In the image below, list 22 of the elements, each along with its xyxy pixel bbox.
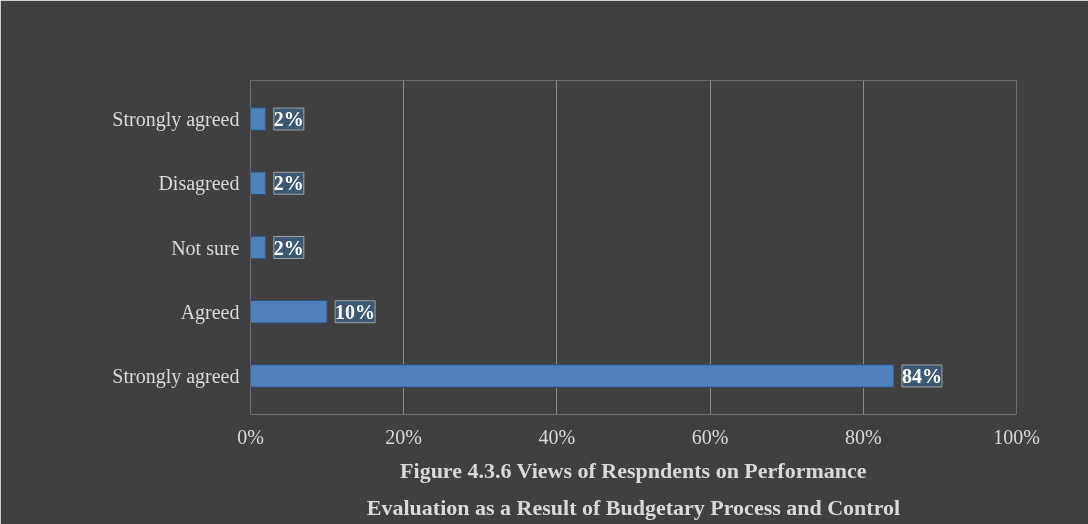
bar — [250, 364, 895, 388]
x-tick-label: 60% — [691, 425, 729, 448]
x-tick-label: 0% — [237, 425, 264, 448]
x-tick-label: 40% — [538, 425, 576, 448]
x-tick-label: 20% — [385, 425, 423, 448]
y-tick-label: Not sure — [171, 236, 240, 259]
x-tick-label: 100% — [993, 425, 1040, 448]
y-tick-label: Strongly agreed — [112, 364, 240, 388]
bar — [250, 107, 267, 131]
data-label: 84% — [901, 364, 942, 387]
data-label: 2% — [273, 236, 304, 259]
data-label: 10% — [335, 300, 376, 323]
y-tick-label: Agreed — [180, 300, 240, 324]
x-tick-label: 80% — [844, 425, 882, 448]
bar — [250, 235, 267, 260]
y-tick-label: Disagreed — [158, 172, 240, 196]
text: Figure 4.3.6 Views of Respndents on Performance Evaluation as a Result of Budgetary Process and Control — [366, 457, 901, 520]
data-label: 2% — [273, 172, 304, 195]
data-label: 2% — [273, 108, 304, 131]
bar — [250, 171, 267, 196]
bar — [250, 299, 328, 324]
y-tick-label: Strongly agreed — [112, 108, 240, 132]
